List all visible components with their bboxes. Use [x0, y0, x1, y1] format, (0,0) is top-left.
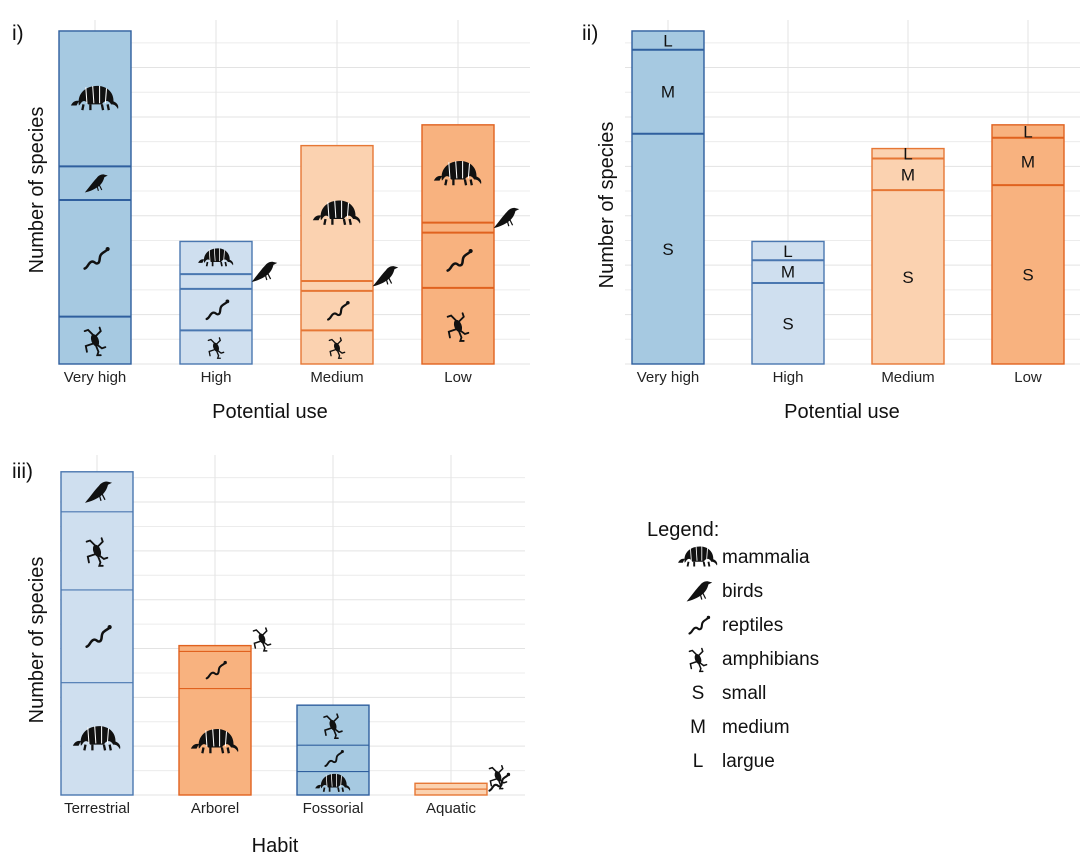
armadillo-icon — [70, 85, 119, 111]
snake-icon — [446, 248, 473, 272]
x-tick-label: High — [201, 369, 232, 386]
bird-icon — [251, 261, 278, 282]
y-axis-title: Number of species — [596, 122, 618, 289]
x-tick-label: High — [773, 369, 804, 386]
legend-item-label: birds — [722, 581, 763, 602]
bird-icon — [84, 481, 113, 503]
armadillo-icon — [433, 160, 482, 186]
segment-letter: S — [782, 314, 793, 333]
x-tick-label: Arborel — [191, 800, 239, 817]
legend-item-label: amphibians — [722, 649, 819, 670]
segment-letter: M — [901, 165, 915, 184]
armadillo-icon — [315, 773, 351, 792]
frog-icon — [83, 326, 107, 357]
frog-icon — [488, 765, 508, 790]
bar-very-high — [631, 30, 705, 365]
x-tick-label: Very high — [64, 369, 127, 386]
x-axis-title: Potential use — [784, 401, 900, 423]
bird-icon — [686, 581, 713, 602]
snake-icon — [83, 246, 110, 270]
bar-low — [991, 124, 1065, 365]
segment-letter: S — [1022, 266, 1033, 285]
bar-arborel — [178, 644, 252, 796]
segment-letter: M — [1021, 152, 1035, 171]
panel-i-chart: Very high High Medium Low i) Number of spec… — [12, 20, 530, 423]
legend-glyph: S — [692, 683, 705, 704]
bird-icon — [372, 266, 399, 287]
frog-icon — [252, 627, 272, 652]
frog-icon — [207, 337, 225, 359]
legend-title: Legend: — [647, 519, 719, 541]
bar-medium — [871, 147, 945, 365]
snake-icon — [327, 300, 350, 321]
x-tick-label: Low — [444, 369, 472, 386]
snake-icon — [688, 615, 711, 635]
segment-letter: M — [781, 263, 795, 282]
x-tick-label: Terrestrial — [64, 800, 130, 817]
frog-icon — [446, 312, 470, 342]
snake-icon — [205, 299, 230, 321]
segment-letter: M — [661, 83, 675, 102]
bird-icon — [84, 174, 108, 193]
x-tick-label: Very high — [637, 369, 700, 386]
y-axis-title: Number of species — [26, 107, 48, 274]
x-tick-label: Fossorial — [303, 800, 364, 817]
x-tick-label: Aquatic — [426, 800, 477, 817]
legend-item-label: reptiles — [722, 615, 783, 636]
armadillo-icon — [72, 726, 121, 751]
armadillo-icon — [678, 546, 718, 567]
x-axis-title: Potential use — [212, 401, 328, 423]
bar-terrestrial — [60, 471, 134, 796]
armadillo-icon — [312, 200, 361, 226]
x-tick-label: Low — [1014, 369, 1042, 386]
bar-medium — [300, 144, 374, 365]
snake-icon — [85, 625, 112, 648]
x-tick-label: Medium — [881, 369, 934, 386]
x-axis-title: Habit — [252, 835, 299, 857]
segment-letter: S — [902, 268, 913, 287]
segment-letter: L — [1023, 122, 1032, 141]
legend-item-label: small — [722, 683, 766, 704]
segment-letter: L — [663, 31, 672, 50]
legend-item-label: mammalia — [722, 547, 810, 568]
segment-letter: L — [783, 242, 792, 261]
panel-iii-chart: Terrestrial Arborel Fossorial Aquatic iii) … — [12, 455, 525, 857]
bar-high — [751, 240, 825, 365]
x-tick-label: Medium — [310, 369, 363, 386]
y-axis-title: Number of species — [26, 557, 48, 724]
legend-glyph: L — [693, 751, 704, 772]
armadillo-icon — [198, 248, 234, 267]
bird-icon — [493, 207, 520, 229]
segment-letter: S — [662, 240, 673, 259]
legend-glyph: M — [690, 717, 706, 738]
panel-label: i) — [12, 22, 24, 45]
panel-label: iii) — [12, 460, 33, 483]
segment-letter: L — [903, 145, 912, 164]
frog-icon — [688, 647, 708, 673]
frog-icon — [323, 713, 343, 739]
snake-icon — [205, 660, 227, 680]
armadillo-icon — [190, 729, 239, 754]
panel-label: ii) — [582, 22, 598, 45]
legend-item-label: medium — [722, 717, 790, 738]
frog-icon — [85, 537, 109, 567]
legend-item-label: largue — [722, 751, 775, 772]
frog-icon — [328, 337, 346, 359]
snake-icon — [324, 750, 344, 767]
